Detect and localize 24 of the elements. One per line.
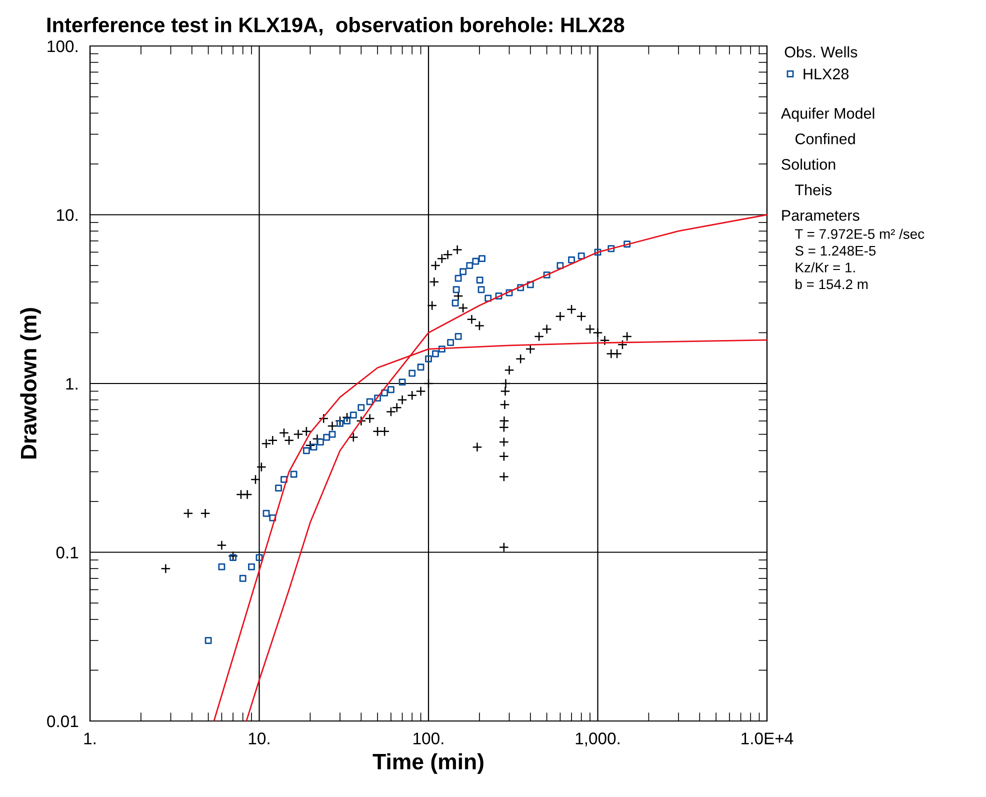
legend-label: HLX28 <box>804 68 849 80</box>
y-tick-label: 100. <box>48 40 78 52</box>
text: Parameters <box>782 210 860 221</box>
text: Solution <box>782 158 836 170</box>
y-tick-label: 0.01 <box>47 715 78 728</box>
x-tick-label: 1. <box>84 732 96 744</box>
y-tick-label: 1. <box>66 378 78 390</box>
x-tick-label: 100. <box>414 732 444 744</box>
chart-title: Interference test in KLX19A, observation borehole: HLX28 <box>47 17 624 36</box>
x-tick-label: 10. <box>248 732 270 744</box>
text: Confined <box>795 133 855 144</box>
legend-title: Obs. Wells <box>784 46 858 58</box>
y-axis-title: Drawdown (m) <box>20 308 41 459</box>
text: S = 1.248E-5 <box>795 246 876 256</box>
x-tick-label: 1,000. <box>576 732 620 746</box>
text: Theis <box>795 184 832 196</box>
y-tick-label: 10. <box>56 209 78 221</box>
text: Kz/Kr = 1. <box>796 262 855 272</box>
text: T = 7.972E-5 m² /sec <box>795 228 924 239</box>
x-axis-title: Time (min) <box>372 753 484 774</box>
x-tick-label: 1.0E+4 <box>742 732 794 744</box>
text: Aquifer Model <box>780 108 874 122</box>
text: b = 154.2 m <box>796 278 868 290</box>
y-tick-label: 0.1 <box>56 546 78 558</box>
